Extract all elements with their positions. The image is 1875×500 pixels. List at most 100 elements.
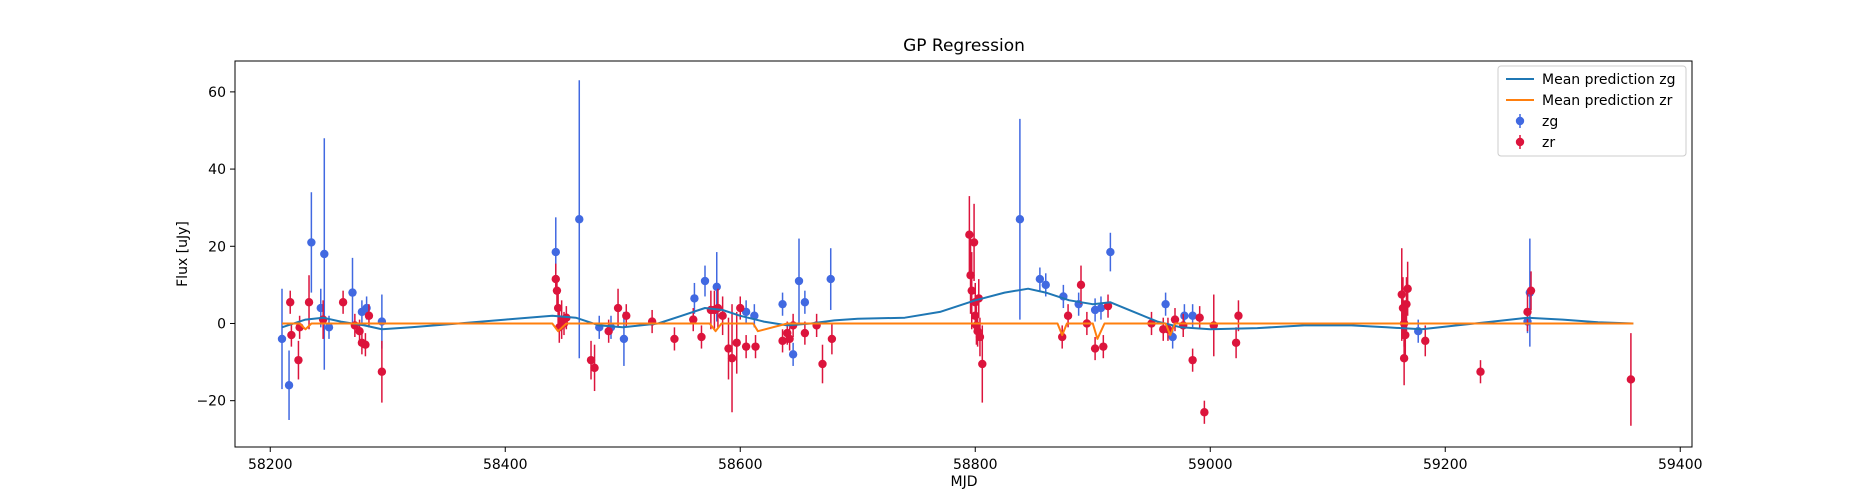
point-zr-23 — [613, 303, 623, 313]
point-zg-26 — [1035, 274, 1045, 284]
point-zg-16 — [700, 276, 710, 286]
point-zr-87 — [1626, 375, 1636, 384]
point-zr-84 — [1476, 367, 1485, 376]
legend-label-3: zr — [1542, 135, 1555, 151]
x-tick-label-0: 58200 — [248, 457, 293, 473]
point-zg-33 — [1161, 299, 1170, 309]
point-zr-57 — [978, 359, 987, 369]
point-zr-38 — [751, 342, 760, 351]
point-zg-5 — [324, 323, 334, 332]
point-zr-50 — [969, 238, 979, 247]
point-zg-27 — [1041, 280, 1050, 290]
point-zr-79 — [1399, 354, 1409, 363]
legend-label-1: Mean prediction zr — [1542, 93, 1673, 109]
point-zr-20 — [586, 355, 596, 365]
y-tick-label-2: 20 — [208, 239, 226, 255]
point-zr-83 — [1421, 336, 1430, 346]
point-zr-35 — [732, 338, 741, 347]
point-zg-17 — [712, 282, 721, 292]
point-zr-14 — [552, 286, 562, 295]
point-zr-24 — [622, 311, 631, 320]
point-zr-41 — [785, 334, 794, 344]
legend-swatch-2 — [1515, 116, 1525, 126]
legend-box — [1497, 65, 1687, 157]
point-zr-82 — [1403, 284, 1412, 293]
point-zr-43 — [800, 328, 810, 338]
point-zg-25 — [1015, 215, 1025, 224]
point-zg-11 — [575, 215, 584, 224]
point-zr-72 — [1200, 408, 1209, 417]
series-zr — [286, 196, 1636, 426]
point-zr-68 — [1170, 315, 1180, 324]
point-zr-45 — [818, 359, 827, 369]
legend-swatch-3 — [1515, 137, 1525, 147]
y-axis: −20 0 20 40 60 — [196, 85, 235, 410]
point-zg-24 — [826, 274, 835, 284]
point-zr-80 — [1401, 330, 1410, 340]
point-zr-36 — [736, 303, 745, 313]
point-zg-36 — [1188, 311, 1197, 320]
point-zr-27 — [689, 315, 698, 324]
point-zr-60 — [1076, 280, 1086, 290]
point-zg-32 — [1106, 247, 1115, 257]
point-zr-76 — [1397, 290, 1406, 299]
point-zr-74 — [1231, 338, 1241, 347]
point-zr-21 — [590, 363, 599, 373]
point-zr-47 — [965, 230, 974, 239]
point-zg-1 — [284, 381, 294, 390]
x-axis-label: MJD — [951, 474, 978, 490]
legend-label-0: Mean prediction zg — [1542, 72, 1676, 88]
legend: Mean prediction zg Mean prediction zr zg zr — [1497, 65, 1687, 157]
x-tick-label-5: 59200 — [1423, 457, 1468, 473]
point-zr-64 — [1103, 301, 1113, 311]
point-zr-75 — [1234, 311, 1243, 320]
point-zr-32 — [718, 311, 727, 320]
point-zr-70 — [1188, 355, 1197, 365]
line-mean-prediction-zg — [281, 287, 1634, 331]
plot-content — [277, 80, 1636, 426]
point-zg-6 — [348, 288, 357, 297]
point-zr-49 — [967, 286, 976, 295]
point-zr-31 — [713, 303, 723, 313]
point-zr-4 — [304, 298, 314, 307]
point-zr-71 — [1195, 313, 1204, 322]
point-zr-46 — [827, 334, 837, 344]
chart-title: GP Regression — [903, 36, 1025, 56]
point-zr-85 — [1523, 307, 1532, 317]
y-tick-label-0: −20 — [196, 394, 226, 410]
point-zg-20 — [778, 299, 787, 309]
plot-area-frame — [234, 60, 1693, 448]
y-tick-label-4: 60 — [208, 85, 226, 101]
point-zr-13 — [551, 274, 560, 284]
point-zg-31 — [1096, 303, 1106, 313]
x-tick-label-4: 59000 — [1188, 457, 1233, 473]
x-axis: 58200 58400 58600 58800 59000 59200 59400 — [248, 447, 1703, 473]
point-zr-2 — [294, 355, 303, 365]
point-zg-2 — [307, 238, 316, 247]
point-zr-63 — [1099, 342, 1108, 351]
point-zg-14 — [619, 334, 629, 344]
point-zr-6 — [338, 298, 348, 307]
point-zr-15 — [553, 303, 563, 313]
point-zr-10 — [361, 340, 370, 349]
line-mean-prediction-zr — [282, 322, 1634, 340]
point-zr-86 — [1526, 286, 1536, 295]
x-tick-label-3: 58800 — [953, 457, 998, 473]
legend-label-2: zg — [1542, 114, 1558, 130]
point-zg-35 — [1180, 311, 1189, 320]
point-zr-1 — [287, 330, 296, 340]
point-zr-59 — [1063, 311, 1073, 320]
point-zr-26 — [670, 334, 679, 344]
point-zr-12 — [377, 367, 387, 376]
x-tick-label-1: 58400 — [483, 457, 528, 473]
point-zg-4 — [320, 249, 329, 259]
point-zr-58 — [1058, 332, 1067, 342]
x-tick-label-2: 58600 — [718, 457, 763, 473]
point-zr-39 — [778, 336, 787, 346]
point-zg-23 — [800, 298, 810, 307]
point-zg-0 — [277, 334, 287, 344]
y-axis-label: Flux [uJy] — [175, 221, 191, 287]
x-tick-label-6: 59400 — [1658, 457, 1703, 473]
point-zr-48 — [966, 271, 975, 280]
